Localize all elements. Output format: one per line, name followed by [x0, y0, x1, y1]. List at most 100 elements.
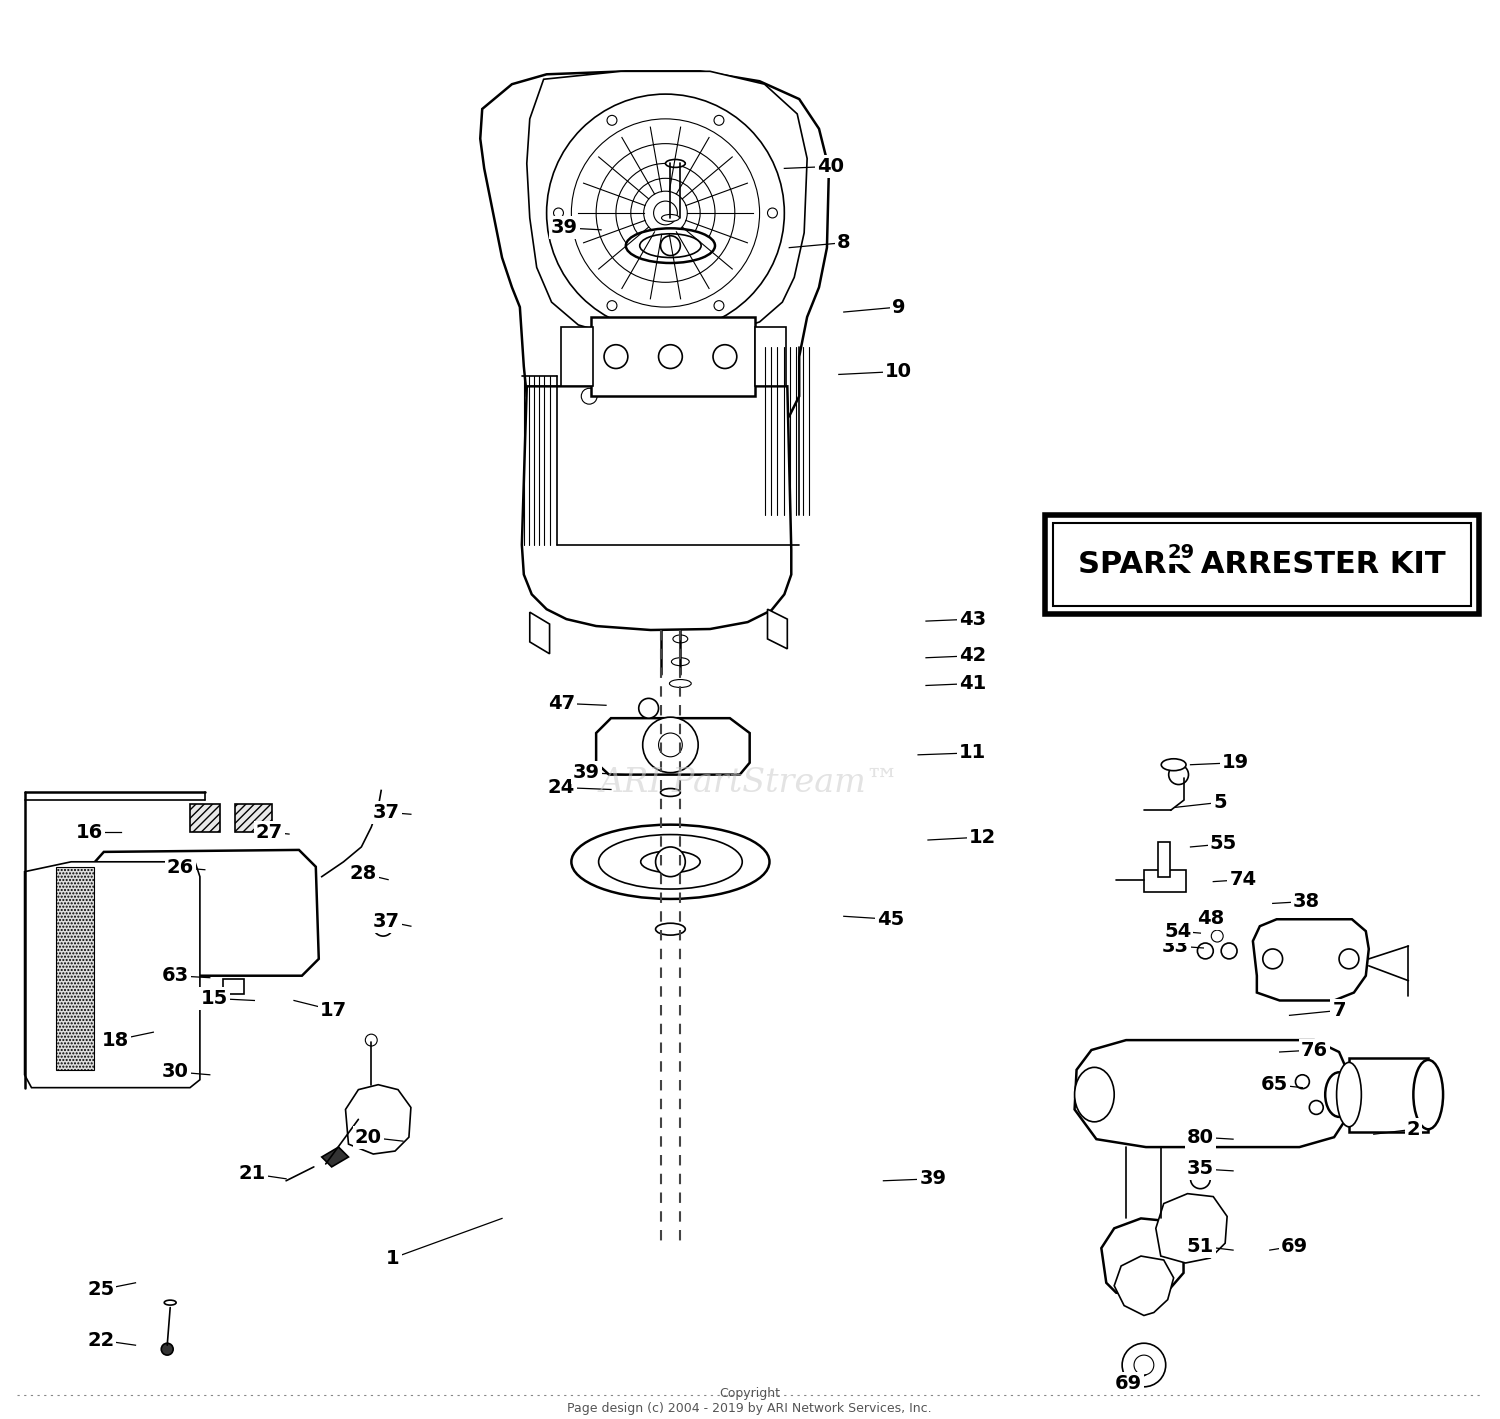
Circle shape: [632, 179, 700, 248]
Text: SPARK ARRESTER KIT: SPARK ARRESTER KIT: [1078, 551, 1446, 579]
Text: 39: 39: [920, 1169, 946, 1188]
Text: 69: 69: [1114, 1375, 1142, 1393]
Bar: [222, 979, 245, 993]
Text: 40: 40: [818, 158, 844, 176]
Circle shape: [1212, 929, 1222, 942]
Circle shape: [604, 345, 628, 369]
Text: 7: 7: [1332, 1000, 1346, 1020]
Polygon shape: [596, 718, 750, 775]
Text: 28: 28: [350, 864, 376, 883]
Text: 39: 39: [573, 763, 600, 782]
Text: 63: 63: [162, 966, 189, 985]
Text: 33: 33: [1162, 937, 1190, 955]
Circle shape: [616, 163, 716, 263]
Ellipse shape: [1324, 1073, 1353, 1117]
Circle shape: [366, 1034, 376, 1046]
Text: 74: 74: [1230, 870, 1257, 890]
Text: 15: 15: [201, 989, 228, 1007]
Text: 21: 21: [238, 1165, 266, 1183]
Circle shape: [546, 94, 784, 332]
Text: 16: 16: [75, 823, 102, 841]
Circle shape: [654, 201, 678, 224]
Bar: [74, 946, 110, 990]
Polygon shape: [1252, 920, 1370, 1000]
Text: Copyright
Page design (c) 2004 - 2019 by ARI Network Services, Inc.: Copyright Page design (c) 2004 - 2019 by…: [567, 1386, 932, 1415]
Ellipse shape: [660, 789, 681, 796]
Circle shape: [714, 301, 724, 311]
Ellipse shape: [572, 824, 770, 900]
Polygon shape: [64, 944, 80, 989]
Polygon shape: [57, 867, 94, 1070]
Circle shape: [639, 698, 658, 718]
Text: 41: 41: [958, 674, 986, 692]
Polygon shape: [24, 861, 200, 1087]
Circle shape: [1197, 944, 1214, 959]
Ellipse shape: [598, 834, 742, 890]
Circle shape: [642, 717, 698, 773]
Circle shape: [554, 209, 564, 219]
Circle shape: [572, 119, 759, 307]
Circle shape: [714, 115, 724, 125]
Text: ARI PartStream™: ARI PartStream™: [600, 766, 900, 799]
Polygon shape: [345, 1084, 411, 1154]
Bar: [561, 326, 592, 386]
Text: 12: 12: [969, 827, 996, 847]
Text: 19: 19: [1221, 753, 1248, 772]
Ellipse shape: [640, 851, 700, 873]
Circle shape: [1221, 944, 1238, 959]
Text: 39: 39: [550, 219, 578, 237]
Circle shape: [658, 345, 682, 369]
Text: 17: 17: [320, 1000, 346, 1020]
Circle shape: [768, 209, 777, 219]
Text: 55: 55: [1209, 834, 1237, 853]
Bar: [1053, 524, 1472, 606]
Text: 37: 37: [372, 803, 399, 822]
Polygon shape: [1156, 1193, 1227, 1263]
Ellipse shape: [669, 680, 692, 687]
Text: 26: 26: [166, 858, 194, 877]
Ellipse shape: [666, 159, 686, 167]
Polygon shape: [768, 609, 788, 648]
Polygon shape: [480, 71, 830, 458]
Polygon shape: [321, 1147, 348, 1166]
Ellipse shape: [1161, 759, 1186, 771]
Text: 27: 27: [255, 823, 284, 841]
Circle shape: [608, 301, 616, 311]
Ellipse shape: [674, 634, 688, 643]
Text: 2: 2: [1407, 1120, 1420, 1139]
Circle shape: [644, 192, 687, 234]
Text: 11: 11: [958, 744, 986, 762]
Ellipse shape: [1074, 1067, 1114, 1122]
Text: 22: 22: [87, 1331, 114, 1349]
Text: 24: 24: [548, 778, 574, 797]
Text: 18: 18: [102, 1030, 129, 1050]
Text: 37: 37: [372, 912, 399, 931]
Circle shape: [1134, 1355, 1154, 1375]
Text: 30: 30: [162, 1063, 189, 1081]
Text: 65: 65: [1262, 1076, 1288, 1094]
Circle shape: [1191, 1169, 1210, 1189]
Circle shape: [374, 802, 393, 822]
Text: 38: 38: [1293, 893, 1320, 911]
Circle shape: [658, 734, 682, 756]
Polygon shape: [1101, 1219, 1184, 1296]
Bar: [754, 326, 786, 386]
Ellipse shape: [662, 214, 680, 221]
Bar: [1046, 515, 1479, 614]
Text: 29: 29: [1167, 543, 1194, 562]
Bar: [591, 316, 754, 396]
Polygon shape: [526, 71, 807, 339]
Circle shape: [165, 964, 189, 988]
Polygon shape: [522, 386, 792, 630]
Ellipse shape: [1413, 1060, 1443, 1130]
Text: 47: 47: [548, 694, 574, 712]
Text: 25: 25: [87, 1280, 114, 1300]
Ellipse shape: [639, 234, 700, 258]
Circle shape: [1122, 1344, 1166, 1386]
Circle shape: [608, 115, 616, 125]
Text: 51: 51: [1186, 1236, 1214, 1256]
Circle shape: [1340, 949, 1359, 969]
Ellipse shape: [164, 1300, 176, 1305]
Bar: [1348, 1059, 1428, 1132]
Circle shape: [1296, 1074, 1310, 1088]
